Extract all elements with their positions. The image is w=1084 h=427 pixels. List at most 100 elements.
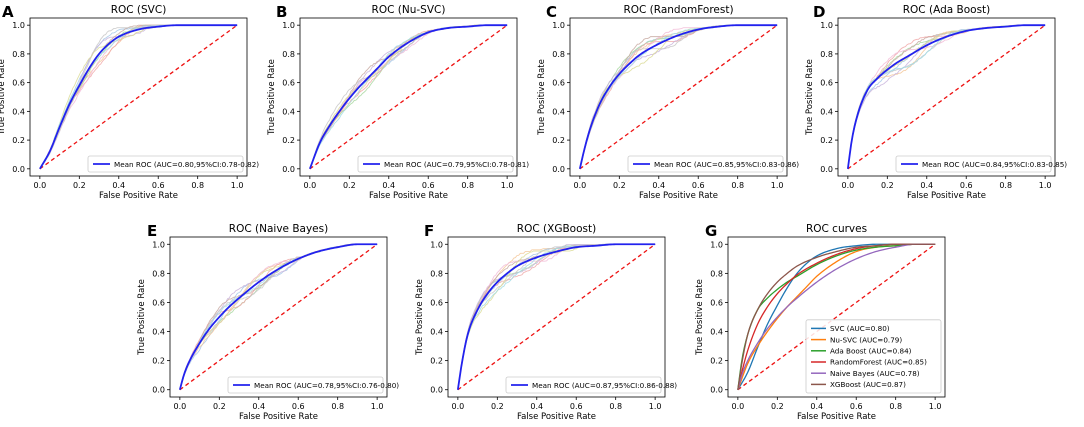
x-tick-label: 0.0 [841,181,854,190]
x-tick-label: 1.0 [371,402,384,411]
x-tick-label: 0.8 [331,402,344,411]
y-tick-label: 0.2 [710,357,723,366]
y-tick-label: 0.0 [710,386,723,395]
y-tick-label: 0.2 [152,357,165,366]
plot-area-E [178,243,378,391]
y-tick-label: 0.4 [152,328,165,337]
chance-line [737,243,936,391]
x-tick-label: 0.6 [422,181,435,190]
x-axis-label: False Positive Rate [907,191,986,201]
chance-line [309,24,508,170]
y-tick-label: 0.8 [552,50,565,59]
panel-A: A ROC (SVC) 0.0 0.2 0.4 0.6 0.8 1.0 0.0 0.2 0.4 0.6… [0,3,259,201]
plot-frame [299,17,518,177]
panel-letter-F: F [424,222,434,240]
mean-roc-curve [578,24,778,170]
x-tick-label: 0.4 [252,402,265,411]
panel-letter-E: E [147,222,157,240]
x-tick-label: 0.4 [652,181,665,190]
y-tick-label: 0.0 [430,386,443,395]
panel-D: D ROC (Ada Boost) 0.0 0.2 0.4 0.6 0.8 1.0 0.0 0.2… [805,3,1067,201]
panel-letter-D: D [813,3,825,21]
x-tick-label: 0.6 [850,402,863,411]
legend-box [227,376,384,394]
panel-title-D: ROC (Ada Boost) [903,4,991,16]
y-axis-label: True Positive Rate [695,279,705,356]
y-axis-label: True Positive Rate [137,279,147,356]
plot-area-C [578,24,778,170]
x-axis-label: False Positive Rate [99,191,178,201]
panel-C: C ROC (RandomForest) 0.0 0.2 0.4 0.6 0.8 1.0 0.0… [537,3,799,201]
y-tick-label: 0.6 [430,298,443,307]
mean-roc-curve [846,24,1046,169]
y-tick-label: 0.4 [552,107,565,116]
x-tick-label: 0.6 [292,402,305,411]
x-tick-label: 0.8 [999,181,1012,190]
x-tick-label: 0.0 [731,402,744,411]
x-tick-label: 0.8 [461,181,474,190]
x-tick-label: 1.0 [929,402,942,411]
x-tick-label: 0.6 [570,402,583,411]
legend-label: Nu-SVC (AUC=0.79) [830,335,902,344]
x-axis-label: False Positive Rate [797,412,876,422]
panel-B: B ROC (Nu-SVC) 0.0 0.2 0.4 0.6 0.8 1.0 0.0 0.2 0.4… [267,3,529,201]
x-tick-label: 0.2 [213,402,226,411]
legend: SVC (AUC=0.80) Nu-SVC (AUC=0.79) Ada Boost… [805,319,942,394]
x-axis-label: False Positive Rate [639,191,718,201]
legend: Mean ROC (AUC=0.78,95%CI:0.76-0.80) [227,376,399,394]
plot-frame [569,17,788,177]
panel-G: G ROC curves 0.0 0.2 0.4 0.6 0.8 1.0 0.0 0.2 0.4 0.… [695,222,946,422]
y-tick-label: 0.2 [820,136,833,145]
legend-label: SVC (AUC=0.80) [830,324,890,333]
plot-area-D [846,24,1046,170]
x-tick-label: 1.0 [649,402,662,411]
roc-curve-2 [737,243,936,390]
y-axis-label: True Positive Rate [0,59,7,136]
y-tick-label: 0.0 [282,165,295,174]
legend-label: Mean ROC (AUC=0.87,95%CI:0.86-0.88) [532,381,677,390]
x-tick-label: 0.2 [771,402,784,411]
mean-roc-curve [309,24,508,170]
x-tick-label: 0.8 [889,402,902,411]
mean-roc-curve [178,243,378,390]
y-tick-label: 0.8 [430,269,443,278]
legend-box [627,155,784,173]
x-tick-label: 0.0 [573,181,586,190]
chance-line [457,243,656,391]
y-tick-label: 0.6 [820,79,833,88]
x-tick-label: 0.2 [491,402,504,411]
x-tick-label: 0.2 [881,181,894,190]
x-axis-label: False Positive Rate [239,412,318,422]
x-tick-label: 0.0 [173,402,186,411]
y-tick-label: 0.4 [282,107,295,116]
x-tick-label: 1.0 [771,181,784,190]
plot-area-B [309,24,508,170]
plot-area-A [39,24,238,170]
roc-curve-4 [737,243,936,390]
y-axis-label: True Positive Rate [537,59,547,136]
mean-roc-curve [39,24,238,170]
y-tick-label: 0.8 [282,50,295,59]
y-tick-label: 0.0 [152,386,165,395]
chance-line [179,243,378,391]
legend: Mean ROC (AUC=0.85,95%CI:0.83-0.86) [627,155,799,173]
y-tick-label: 0.8 [710,269,723,278]
y-tick-label: 1.0 [430,240,443,249]
legend-label: Ada Boost (AUC=0.84) [830,347,912,356]
legend: Mean ROC (AUC=0.84,95%CI:0.83-0.85) [895,155,1067,173]
legend: Mean ROC (AUC=0.79,95%CI:0.78-0.81) [357,155,529,173]
y-tick-label: 1.0 [12,21,25,30]
y-tick-label: 0.6 [710,298,723,307]
y-tick-label: 0.8 [820,50,833,59]
x-tick-label: 0.2 [613,181,626,190]
legend-label: RandomForest (AUC=0.85) [830,358,927,367]
x-tick-label: 0.4 [920,181,933,190]
y-tick-label: 0.6 [12,79,25,88]
y-tick-label: 0.6 [282,79,295,88]
x-tick-label: 0.0 [303,181,316,190]
chance-line [847,24,1046,170]
x-axis-label: False Positive Rate [369,191,448,201]
legend-label: Mean ROC (AUC=0.79,95%CI:0.78-0.81) [384,160,529,169]
legend-label: Mean ROC (AUC=0.80,95%CI:0.78-0.82) [114,160,259,169]
